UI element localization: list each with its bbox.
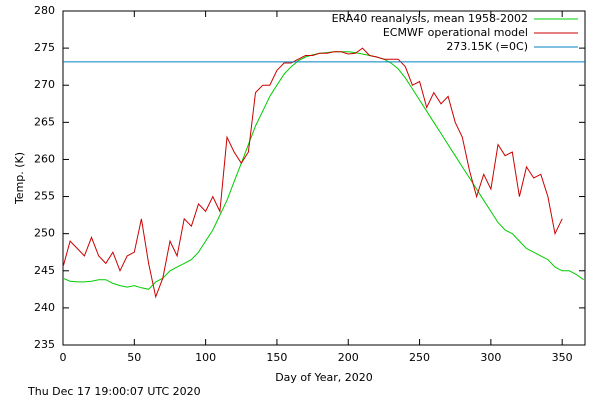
y-axis-label: Temp. (K) bbox=[13, 152, 26, 205]
y-tick-label: 260 bbox=[34, 152, 55, 165]
y-tick-label: 280 bbox=[34, 4, 55, 17]
x-tick-label: 350 bbox=[552, 351, 573, 364]
x-tick-label: 50 bbox=[127, 351, 141, 364]
x-tick-label: 200 bbox=[338, 351, 359, 364]
legend-label: ECMWF operational model bbox=[383, 26, 528, 39]
y-tick-label: 245 bbox=[34, 264, 55, 277]
y-tick-label: 255 bbox=[34, 190, 55, 203]
x-axis-label: Day of Year, 2020 bbox=[275, 371, 373, 384]
y-tick-label: 270 bbox=[34, 78, 55, 91]
x-tick-label: 150 bbox=[266, 351, 287, 364]
x-tick-label: 0 bbox=[60, 351, 67, 364]
data-line bbox=[62, 47, 563, 299]
legend-label: 273.15K (=0C) bbox=[446, 40, 528, 53]
x-tick-label: 250 bbox=[409, 351, 430, 364]
y-tick-label: 235 bbox=[34, 338, 55, 351]
plot-frame bbox=[62, 10, 586, 346]
footer: Thu Dec 17 19:00:07 UTC 2020 bbox=[27, 385, 201, 398]
legend-label: ERA40 reanalysis, mean 1958-2002 bbox=[332, 12, 528, 25]
y-tick-label: 250 bbox=[34, 227, 55, 240]
data-line bbox=[62, 51, 584, 290]
y-tick-label: 275 bbox=[34, 41, 55, 54]
x-tick-label: 100 bbox=[195, 351, 216, 364]
y-tick-label: 265 bbox=[34, 115, 55, 128]
y-tick-label: 240 bbox=[34, 301, 55, 314]
x-tick-label: 300 bbox=[480, 351, 501, 364]
